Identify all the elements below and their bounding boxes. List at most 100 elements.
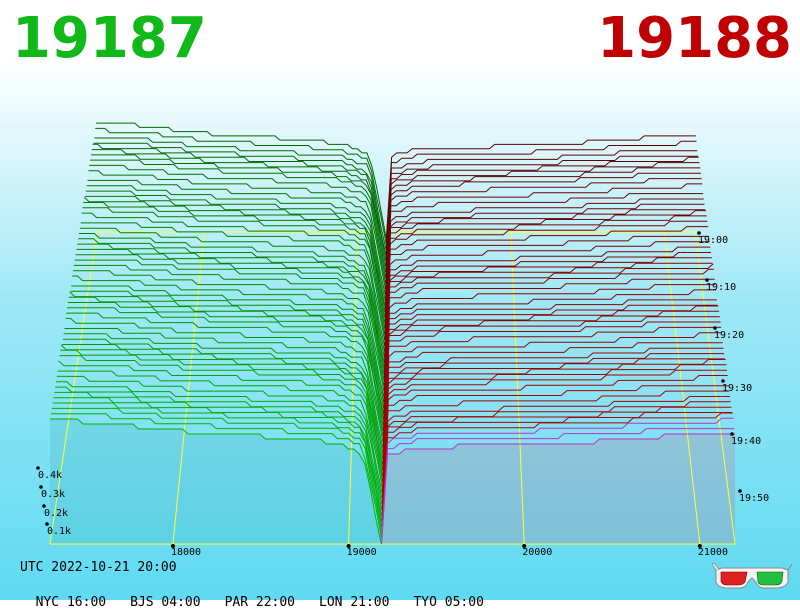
ask-depth-line — [382, 358, 725, 465]
ask-depth-line — [382, 321, 721, 431]
clock-nyc: NYC 16:00 — [35, 595, 107, 610]
ask-depth-line — [385, 140, 697, 244]
clock-par: PAR 22:00 — [224, 595, 296, 610]
ask-depth-line — [381, 385, 729, 494]
ask-depth-series — [381, 135, 735, 545]
ask-depth-line — [383, 305, 719, 414]
bid-depth-line — [80, 222, 386, 341]
ask-depth-line — [382, 359, 726, 471]
bid-depth-line — [83, 196, 386, 318]
ask-depth-line — [384, 241, 710, 346]
bid-depth-line — [67, 302, 384, 426]
bid-depth-line — [79, 233, 385, 352]
ask-depth-line — [383, 310, 719, 420]
time-tick-label: 19:20 — [714, 330, 744, 341]
depth-tick-label: 0.3k — [41, 489, 65, 500]
ask-depth-line — [383, 263, 714, 375]
ask-depth-fill — [381, 434, 735, 544]
time-tick — [713, 326, 717, 330]
ask-depth-line — [384, 220, 708, 329]
ask-depth-line — [382, 375, 728, 488]
ask-depth-line — [382, 326, 722, 437]
utc-time: UTC 2022-10-21 20:00 — [20, 560, 177, 575]
ask-depth-line — [385, 156, 699, 261]
bid-depth-line — [78, 238, 385, 358]
bid-depth-line — [87, 179, 386, 296]
time-tick — [705, 278, 709, 282]
ask-depth-line — [382, 332, 722, 443]
bid-depth-series — [50, 122, 387, 545]
ask-depth-line — [384, 246, 711, 352]
ask-depth-line — [385, 172, 701, 278]
depth-tick-label: 0.2k — [44, 508, 68, 519]
base-plane — [49, 231, 736, 545]
ask-depth-line — [383, 278, 715, 386]
bid-depth-line — [71, 285, 385, 403]
ask-depth-line — [385, 162, 700, 267]
bid-depth-line — [93, 142, 387, 256]
ask-depth-line — [384, 203, 705, 307]
ask-depth-line — [385, 135, 696, 239]
bid-depth-line — [59, 355, 383, 482]
price-gridline-19000 — [348, 231, 359, 545]
bid-depth-fill — [50, 419, 382, 544]
ask-depth-line — [381, 417, 734, 533]
ask-depth-line — [383, 299, 717, 403]
ask-depth-line — [381, 433, 735, 545]
bid-depth-line — [63, 333, 384, 454]
bid-depth-line — [85, 190, 386, 307]
ask-depth-line — [382, 369, 727, 482]
clock-lon: LON 21:00 — [319, 595, 390, 610]
ask-depth-line — [381, 428, 735, 539]
bid-depth-line — [79, 227, 386, 346]
ask-depth-line — [383, 304, 718, 409]
bid-depth-line — [89, 164, 386, 284]
bid-depth-line — [90, 159, 387, 278]
ask-depth-line — [382, 347, 724, 454]
clock-tyo: TYO 05:00 — [413, 595, 484, 610]
ask-depth-line — [385, 167, 701, 273]
time-tick — [721, 379, 725, 383]
bid-depth-line — [90, 154, 387, 273]
ask-depth-line — [383, 257, 712, 363]
bid-depth-line — [95, 127, 387, 244]
time-tick-label: 19:10 — [706, 282, 736, 293]
price-tick-19000 — [346, 544, 351, 548]
world-clocks: NYC 16:00 BJS 04:00 PAR 22:00 LON 21:00 TYO … — [20, 580, 508, 610]
bid-depth-line — [70, 290, 385, 409]
bid-depth-line — [62, 338, 384, 460]
ask-price: 19188 — [597, 6, 792, 71]
ask-depth-line — [385, 150, 698, 250]
clock-bjs: BJS 04:00 — [130, 595, 201, 610]
bid-depth-line — [61, 344, 384, 465]
3d-glasses-icon[interactable] — [712, 560, 792, 592]
ask-depth-line — [383, 284, 716, 392]
ask-depth-line — [382, 364, 727, 477]
bid-depth-line — [75, 254, 385, 375]
time-tick-label: 19:50 — [739, 493, 769, 504]
price-tick-20000 — [522, 544, 527, 548]
ask-depth-line — [383, 262, 713, 369]
ask-depth-line — [384, 235, 709, 341]
time-tick-label: 19:30 — [722, 383, 752, 394]
price-tick-label: 18000 — [171, 547, 201, 558]
ask-depth-line — [384, 215, 707, 324]
ask-depth-line — [381, 390, 730, 499]
ask-depth-line — [382, 342, 723, 448]
bid-price: 19187 — [12, 6, 207, 71]
ask-depth-line — [383, 316, 720, 426]
time-tick — [730, 432, 734, 436]
ask-depth-line — [381, 396, 730, 505]
bid-depth-line — [88, 170, 386, 290]
bid-depth-line — [64, 328, 384, 448]
price-tick-21000 — [697, 544, 702, 548]
bid-depth-line — [73, 270, 385, 392]
bid-depth-line — [72, 275, 385, 397]
bid-depth-line — [65, 317, 384, 443]
bid-depth-line — [52, 402, 383, 528]
bid-depth-line — [50, 413, 382, 539]
bid-depth-line — [85, 195, 386, 312]
bid-depth-line — [74, 259, 385, 380]
bid-depth-line — [50, 418, 382, 545]
bid-depth-line — [60, 344, 384, 471]
